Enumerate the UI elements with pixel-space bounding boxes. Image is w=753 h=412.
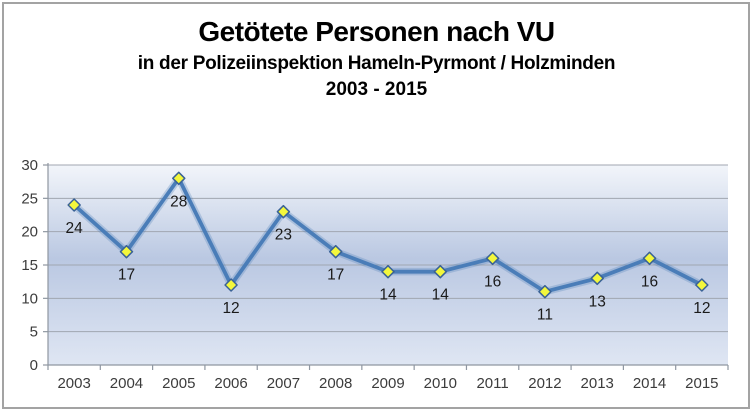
y-tick-label: 15	[21, 257, 38, 274]
x-tick-label: 2010	[424, 375, 457, 392]
data-label: 17	[118, 267, 135, 284]
x-tick-label: 2014	[633, 375, 666, 392]
x-tick-label: 2007	[267, 375, 300, 392]
y-tick-label: 5	[30, 324, 38, 341]
x-tick-label: 2013	[581, 375, 614, 392]
data-point-marker	[381, 264, 395, 279]
data-points: 24 17 28 12 23 17 14 14 16 11 13 16 12	[66, 171, 710, 324]
data-point-marker	[328, 244, 343, 259]
y-tick-label: 30	[21, 157, 38, 174]
data-point-marker	[642, 251, 657, 266]
chart-period: 2003 - 2015	[325, 79, 428, 100]
data-label: 23	[275, 227, 292, 244]
x-axis: 2003 2004 2005 2006 2007 2008 2009 2010 2011 2012…	[47, 365, 729, 392]
x-tick-label: 2006	[214, 375, 247, 392]
x-tick-label: 2003	[57, 375, 90, 392]
data-point-marker	[538, 284, 552, 299]
data-point-marker	[695, 278, 709, 292]
data-label: 12	[693, 300, 710, 317]
data-label: 14	[432, 287, 450, 304]
data-label: 13	[589, 293, 606, 310]
data-label: 12	[222, 300, 239, 317]
data-label: 24	[66, 220, 84, 237]
data-point-marker	[119, 244, 134, 259]
y-axis: 0 5 10 15 20 25 30	[21, 157, 48, 374]
x-tick-label: 2004	[110, 375, 143, 392]
title-block: Getötete Personen nach VU in der Polizei…	[0, 14, 753, 103]
data-label: 28	[170, 193, 187, 210]
x-tick-label: 2015	[685, 375, 718, 392]
data-label: 11	[537, 307, 553, 324]
y-tick-label: 20	[21, 224, 38, 241]
x-tick-label: 2011	[476, 375, 508, 392]
data-point-marker	[485, 251, 500, 266]
data-point-marker	[433, 264, 448, 279]
data-point-marker	[67, 198, 81, 212]
y-tick-label: 25	[21, 190, 38, 207]
y-tick-label: 0	[30, 357, 38, 374]
data-point-marker	[276, 204, 291, 219]
data-point-marker	[224, 278, 238, 292]
y-tick-label: 10	[21, 290, 38, 307]
data-label: 17	[327, 267, 344, 284]
data-label: 16	[484, 273, 501, 290]
data-label: 16	[641, 273, 658, 290]
chart-title: Getötete Personen nach VU	[198, 16, 555, 47]
x-tick-label: 2005	[162, 375, 195, 392]
data-point-marker	[590, 271, 604, 286]
chart-subtitle: in der Polizeiinspektion Hameln-Pyrmont …	[137, 53, 616, 74]
data-label: 14	[379, 287, 397, 304]
x-tick-label: 2012	[528, 375, 561, 392]
x-tick-label: 2009	[371, 375, 404, 392]
x-tick-label: 2008	[319, 375, 352, 392]
data-point-marker	[172, 171, 186, 186]
